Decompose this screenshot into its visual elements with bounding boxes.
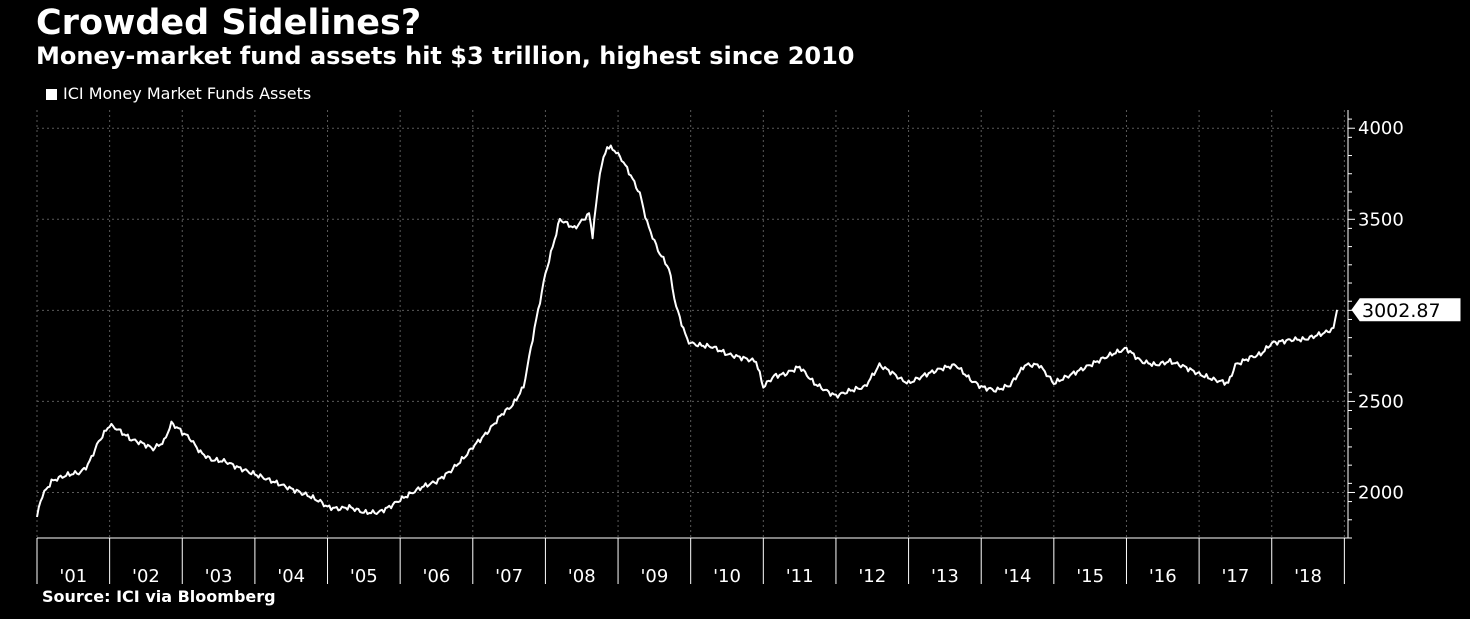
y-tick-label: 3500 <box>1358 209 1404 230</box>
x-tick-label: '04 <box>277 566 305 587</box>
last-value-callout: 3002.87 <box>1362 300 1441 322</box>
x-tick-label: '03 <box>205 566 233 587</box>
last-value-callout-box <box>1351 298 1461 322</box>
x-tick-label: '15 <box>1076 566 1104 587</box>
x-tick-label: '05 <box>350 566 378 587</box>
x-tick-label: '17 <box>1221 566 1249 587</box>
axis-layer <box>36 110 1355 584</box>
x-tick-label: '13 <box>931 566 959 587</box>
x-tick-label: '08 <box>568 566 596 587</box>
legend-swatch <box>46 88 57 100</box>
y-tick-label: 2000 <box>1358 482 1404 503</box>
x-tick-label: '07 <box>495 566 523 587</box>
y-tick-label: 4000 <box>1358 118 1404 139</box>
x-tick-label: '12 <box>858 566 886 587</box>
chart-title: Crowded Sidelines? <box>36 3 422 43</box>
x-tick-label: '09 <box>640 566 668 587</box>
x-tick-label: '14 <box>1004 566 1032 587</box>
x-tick-label: '02 <box>132 566 160 587</box>
legend-label: ICI Money Market Funds Assets <box>63 84 312 103</box>
source-note: Source: ICI via Bloomberg <box>42 587 276 606</box>
label-layer: 20002500300035004000'01'02'03'04'05'06'0… <box>59 118 1461 587</box>
grid-layer <box>36 110 1348 538</box>
x-tick-label: '11 <box>786 566 814 587</box>
x-tick-label: '10 <box>713 566 741 587</box>
x-tick-label: '06 <box>423 566 451 587</box>
series-line <box>36 144 1339 518</box>
x-tick-label: '01 <box>59 566 87 587</box>
legend: ICI Money Market Funds Assets <box>46 84 311 104</box>
x-tick-label: '16 <box>1149 566 1177 587</box>
chart-subtitle: Money-market fund assets hit $3 trillion… <box>36 42 855 70</box>
x-tick-label: '18 <box>1294 566 1322 587</box>
series-layer <box>36 144 1339 518</box>
y-tick-label: 2500 <box>1358 391 1404 412</box>
